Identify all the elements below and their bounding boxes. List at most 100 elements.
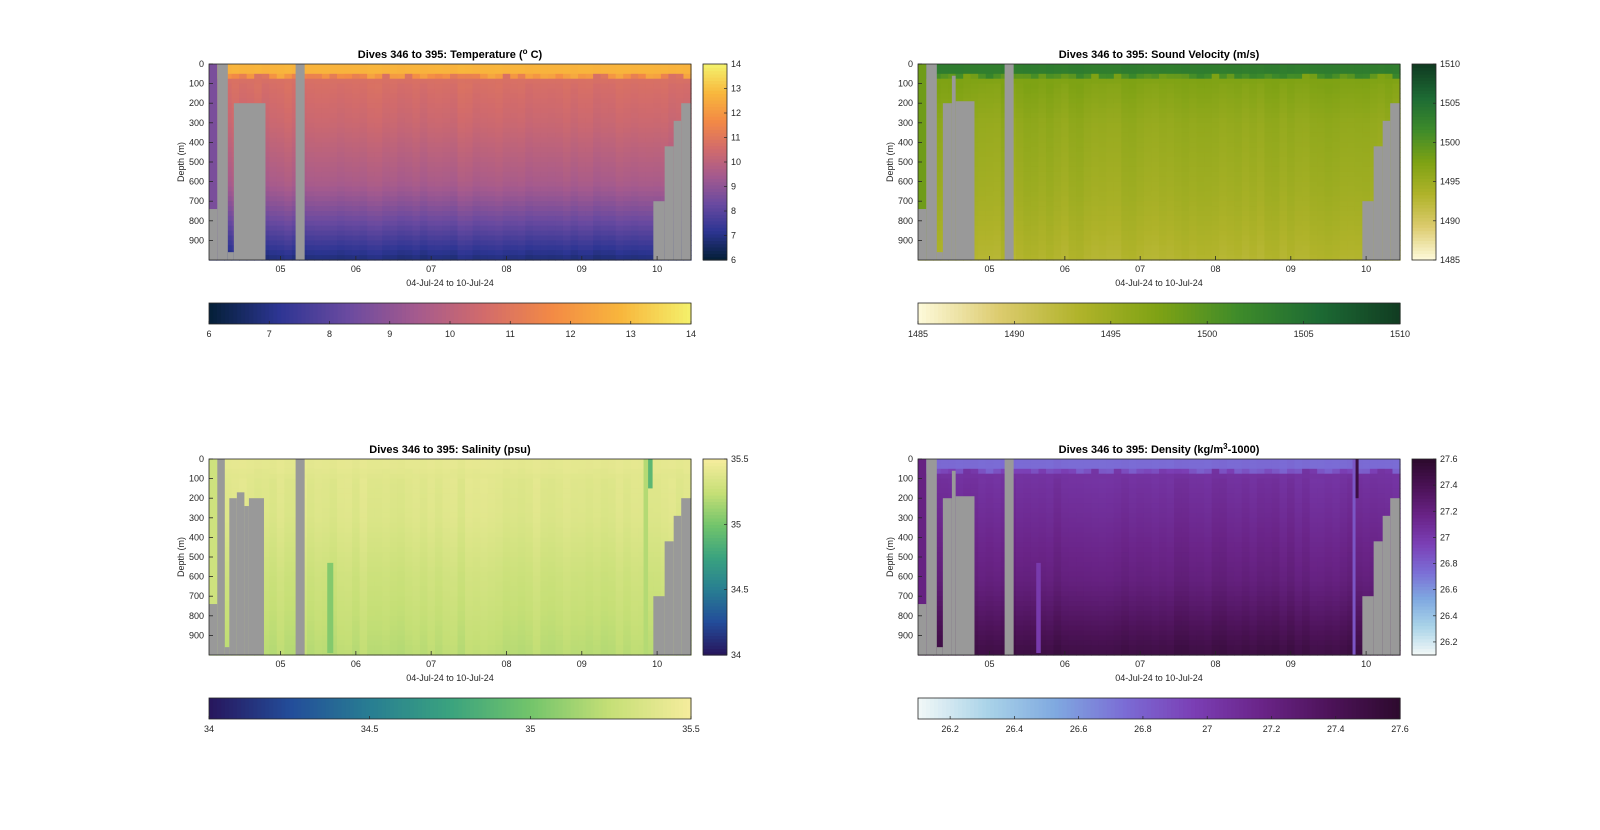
colorbar-tick-label: 7 xyxy=(731,231,736,241)
x-tick-label: 10 xyxy=(652,264,662,274)
colorbar-vertical: 1485 1490 1495 1500 1505 1510 xyxy=(1411,59,1460,265)
colorbar-tick-label: 35.5 xyxy=(731,454,749,464)
colorbar-tick-label: 1510 xyxy=(1390,329,1410,339)
colorbar-tick-label: 26.2 xyxy=(1440,637,1458,647)
no-data-mask xyxy=(918,64,1400,261)
colorbar-horizontal: 34 34.5 35 35.5 xyxy=(204,697,700,734)
colorbar-tick-label: 27.6 xyxy=(1391,724,1409,734)
colorbar-tick-label: 27.2 xyxy=(1263,724,1281,734)
x-axis-label: 04-Jul-24 to 10-Jul-24 xyxy=(1115,673,1203,683)
colorbar-tick-label: 1495 xyxy=(1101,329,1121,339)
x-tick-label: 08 xyxy=(1210,264,1220,274)
no-data-mask xyxy=(918,459,1400,655)
colorbar-tick-label: 27.4 xyxy=(1440,480,1458,490)
colorbar-tick-label: 1510 xyxy=(1440,59,1460,69)
colorbar-tick-label: 27 xyxy=(1440,532,1450,542)
y-tick-label: 900 xyxy=(898,235,913,245)
colorbar-vertical: 26.2 26.4 26.6 26.8 27 27.2 27.4 27.6 xyxy=(1411,454,1458,656)
x-tick-label: 08 xyxy=(501,659,511,669)
heatmap-cells xyxy=(918,459,1401,656)
colorbar-tick-label: 35.5 xyxy=(682,724,700,734)
heatmap-cells xyxy=(918,64,1401,261)
y-tick-label: 100 xyxy=(189,79,204,89)
y-tick-label: 700 xyxy=(898,591,913,601)
y-tick-label: 300 xyxy=(898,118,913,128)
colorbar-tick-label: 1500 xyxy=(1197,329,1217,339)
heatmap-cells xyxy=(209,459,692,656)
y-axis-label: Depth (m) xyxy=(885,537,895,577)
y-tick-label: 400 xyxy=(189,137,204,147)
panel-temperature: Dives 346 to 395: Temperature (o C) Dept… xyxy=(176,47,741,339)
no-data-mask xyxy=(209,64,691,260)
x-axis-label: 04-Jul-24 to 10-Jul-24 xyxy=(406,673,494,683)
colorbar-tick-label: 26.8 xyxy=(1134,724,1152,734)
y-tick-label: 800 xyxy=(898,611,913,621)
colorbar-tick-label: 10 xyxy=(445,329,455,339)
x-tick-label: 05 xyxy=(276,264,286,274)
colorbar-tick-label: 1485 xyxy=(908,329,928,339)
y-tick-label: 200 xyxy=(189,493,204,503)
colorbar-tick-label: 1495 xyxy=(1440,177,1460,187)
y-tick-label: 300 xyxy=(898,513,913,523)
colorbar-vertical: 6 7 8 9 10 11 12 13 14 xyxy=(702,59,741,265)
x-tick-label: 08 xyxy=(501,264,511,274)
x-tick-label: 06 xyxy=(1060,264,1070,274)
colorbar-tick-label: 35 xyxy=(731,519,741,529)
heatmap-cells xyxy=(209,64,692,261)
colorbar-tick-label: 26.2 xyxy=(941,724,959,734)
y-tick-label: 400 xyxy=(189,532,204,542)
x-tick-label: 07 xyxy=(426,659,436,669)
y-tick-label: 600 xyxy=(898,572,913,582)
y-tick-label: 600 xyxy=(898,177,913,187)
x-tick-label: 07 xyxy=(1135,264,1145,274)
y-tick-label: 500 xyxy=(189,552,204,562)
colorbar-tick-label: 34.5 xyxy=(731,585,749,595)
x-tick-label: 06 xyxy=(351,264,361,274)
y-tick-label: 800 xyxy=(189,611,204,621)
x-tick-label: 10 xyxy=(1361,264,1371,274)
x-tick-label: 07 xyxy=(426,264,436,274)
colorbar-tick-label: 26.6 xyxy=(1070,724,1088,734)
y-tick-label: 0 xyxy=(908,59,913,69)
y-axis-label: Depth (m) xyxy=(885,142,895,182)
colorbar-tick-label: 27.2 xyxy=(1440,506,1458,516)
y-tick-label: 600 xyxy=(189,177,204,187)
x-tick-label: 05 xyxy=(985,659,995,669)
y-tick-label: 0 xyxy=(908,454,913,464)
colorbar-tick-label: 27 xyxy=(1202,724,1212,734)
colorbar-tick-label: 26.6 xyxy=(1440,585,1458,595)
y-tick-label: 0 xyxy=(199,59,204,69)
colorbar-tick-label: 7 xyxy=(267,329,272,339)
y-tick-label: 200 xyxy=(898,98,913,108)
y-tick-label: 500 xyxy=(189,157,204,167)
colorbar-tick-label: 8 xyxy=(731,206,736,216)
y-tick-label: 700 xyxy=(898,196,913,206)
x-tick-label: 08 xyxy=(1210,659,1220,669)
y-tick-label: 0 xyxy=(199,454,204,464)
y-tick-label: 400 xyxy=(898,532,913,542)
y-tick-label: 400 xyxy=(898,137,913,147)
y-tick-label: 300 xyxy=(189,118,204,128)
y-tick-label: 700 xyxy=(189,591,204,601)
colorbar-tick-label: 34 xyxy=(731,650,741,660)
y-tick-label: 800 xyxy=(898,216,913,226)
x-axis-label: 04-Jul-24 to 10-Jul-24 xyxy=(1115,278,1203,288)
colorbar-tick-label: 1505 xyxy=(1440,98,1460,108)
colorbar-horizontal: 6 7 8 9 10 11 12 13 14 xyxy=(206,302,696,339)
colorbar-tick-label: 13 xyxy=(626,329,636,339)
x-tick-label: 09 xyxy=(577,659,587,669)
panel-title: Dives 346 to 395: Temperature (o C) xyxy=(358,47,543,61)
colorbar-tick-label: 26.8 xyxy=(1440,559,1458,569)
colorbar-horizontal: 26.2 26.4 26.6 26.8 27 27.2 27.4 27.6 xyxy=(917,697,1409,734)
y-tick-label: 900 xyxy=(189,235,204,245)
y-axis-label: Depth (m) xyxy=(176,142,186,182)
y-tick-label: 200 xyxy=(189,98,204,108)
colorbar-tick-label: 9 xyxy=(387,329,392,339)
colorbar-tick-label: 12 xyxy=(731,108,741,118)
y-tick-label: 600 xyxy=(189,572,204,582)
y-tick-label: 900 xyxy=(189,630,204,640)
x-tick-label: 09 xyxy=(1286,264,1296,274)
colorbar-tick-label: 6 xyxy=(206,329,211,339)
x-tick-label: 07 xyxy=(1135,659,1145,669)
panel-title: Dives 346 to 395: Sound Velocity (m/s) xyxy=(1059,49,1260,61)
